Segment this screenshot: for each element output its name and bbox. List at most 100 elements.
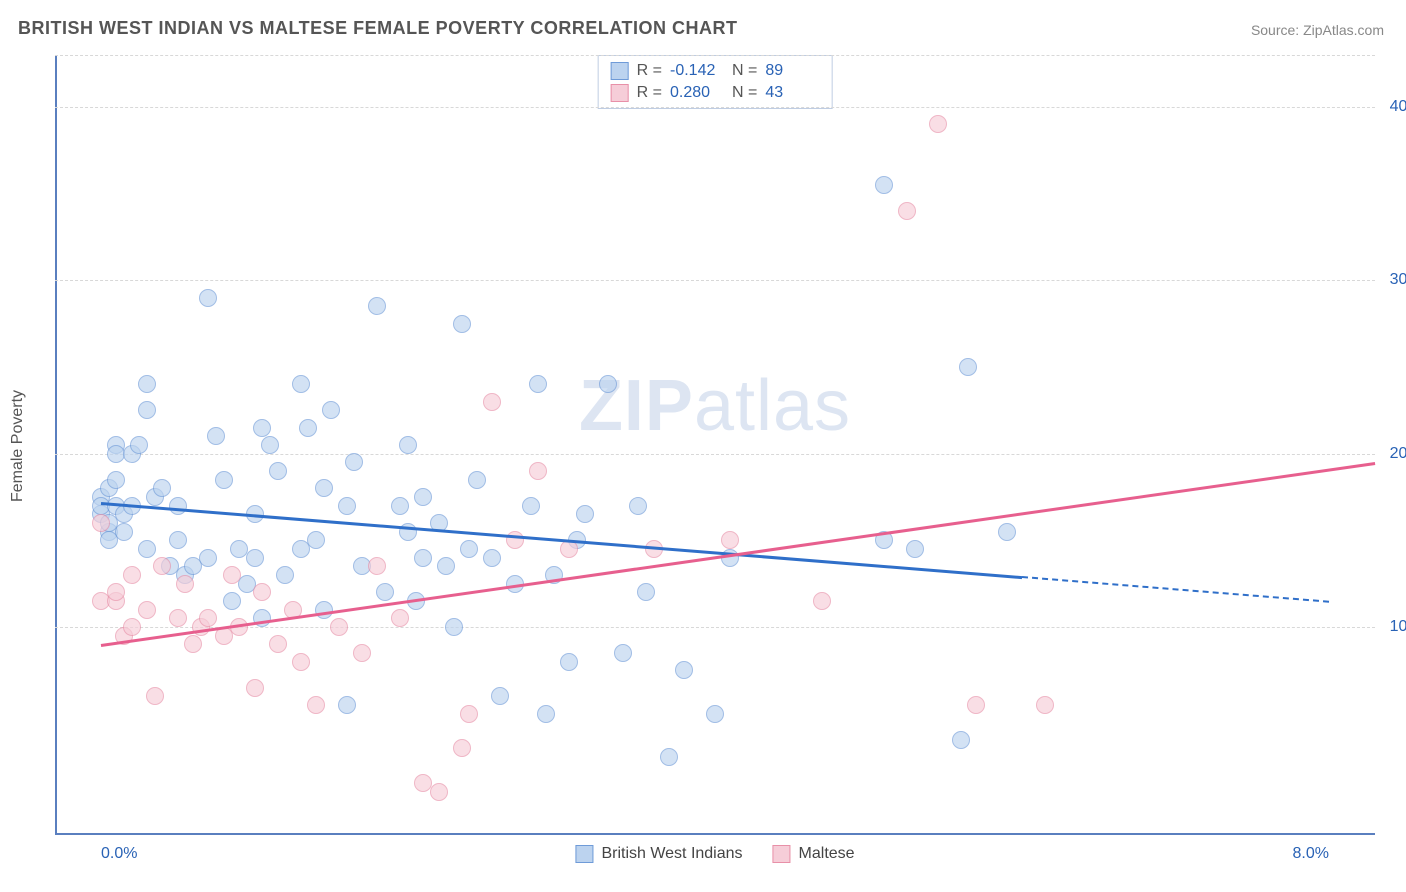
gridline-h-top	[55, 55, 1375, 56]
y-axis-label: Female Poverty	[9, 390, 27, 502]
scatter-point	[391, 497, 409, 515]
scatter-point	[453, 315, 471, 333]
scatter-point	[898, 202, 916, 220]
scatter-point	[138, 540, 156, 558]
gridline-h	[55, 280, 1375, 281]
scatter-point	[215, 471, 233, 489]
scatter-point	[176, 575, 194, 593]
stats-r-label-0: R =	[637, 62, 662, 80]
scatter-point	[706, 705, 724, 723]
scatter-point	[138, 375, 156, 393]
scatter-point	[929, 115, 947, 133]
scatter-point	[107, 471, 125, 489]
scatter-point	[430, 783, 448, 801]
scatter-point	[629, 497, 647, 515]
x-axis-line	[55, 833, 1375, 835]
scatter-point	[261, 436, 279, 454]
legend-swatch-1	[773, 845, 791, 863]
scatter-point	[721, 531, 739, 549]
scatter-point	[637, 583, 655, 601]
scatter-point	[414, 549, 432, 567]
y-tick-label: 30.0%	[1380, 271, 1406, 289]
scatter-point	[153, 479, 171, 497]
trend-line	[101, 462, 1375, 647]
scatter-point	[345, 453, 363, 471]
scatter-point	[269, 462, 287, 480]
scatter-point	[169, 531, 187, 549]
scatter-point	[138, 601, 156, 619]
gridline-h	[55, 454, 1375, 455]
trend-line-dash	[1022, 576, 1329, 603]
source-label: Source: ZipAtlas.com	[1251, 22, 1384, 38]
stats-row-0: R = -0.142 N = 89	[611, 60, 820, 82]
scatter-point	[123, 618, 141, 636]
scatter-point	[199, 549, 217, 567]
y-axis-line	[55, 55, 57, 835]
scatter-point	[130, 436, 148, 454]
scatter-point	[299, 419, 317, 437]
scatter-point	[353, 644, 371, 662]
x-tick-label: 0.0%	[101, 845, 137, 863]
scatter-point	[483, 393, 501, 411]
scatter-point	[453, 739, 471, 757]
scatter-point	[253, 583, 271, 601]
plot-area: ZIPatlas R = -0.142 N = 89 R = 0.280 N =…	[55, 55, 1375, 835]
scatter-point	[199, 289, 217, 307]
scatter-point	[529, 375, 547, 393]
scatter-point	[107, 583, 125, 601]
y-tick-label: 20.0%	[1380, 445, 1406, 463]
scatter-point	[199, 609, 217, 627]
scatter-point	[614, 644, 632, 662]
stats-swatch-0	[611, 62, 629, 80]
legend-label-1: Maltese	[799, 845, 855, 863]
scatter-point	[414, 488, 432, 506]
stats-box: R = -0.142 N = 89 R = 0.280 N = 43	[598, 55, 833, 109]
scatter-point	[330, 618, 348, 636]
scatter-point	[338, 696, 356, 714]
scatter-point	[1036, 696, 1054, 714]
scatter-point	[576, 505, 594, 523]
scatter-point	[223, 566, 241, 584]
scatter-point	[376, 583, 394, 601]
scatter-point	[813, 592, 831, 610]
scatter-point	[967, 696, 985, 714]
scatter-point	[153, 557, 171, 575]
stats-row-1: R = 0.280 N = 43	[611, 82, 820, 104]
scatter-point	[491, 687, 509, 705]
scatter-point	[207, 427, 225, 445]
scatter-point	[998, 523, 1016, 541]
scatter-point	[276, 566, 294, 584]
scatter-point	[675, 661, 693, 679]
scatter-point	[115, 523, 133, 541]
stats-n-value-1: 43	[765, 84, 819, 102]
scatter-point	[399, 436, 417, 454]
scatter-point	[437, 557, 455, 575]
stats-r-label-1: R =	[637, 84, 662, 102]
scatter-point	[468, 471, 486, 489]
watermark-atlas: atlas	[694, 366, 851, 446]
legend-item-0: British West Indians	[575, 845, 742, 863]
scatter-point	[460, 705, 478, 723]
stats-r-value-1: 0.280	[670, 84, 724, 102]
watermark-zip: ZIP	[579, 366, 694, 446]
legend-label-0: British West Indians	[601, 845, 742, 863]
gridline-h	[55, 627, 1375, 628]
scatter-point	[292, 653, 310, 671]
stats-n-value-0: 89	[765, 62, 819, 80]
y-tick-label: 40.0%	[1380, 98, 1406, 116]
stats-swatch-1	[611, 84, 629, 102]
scatter-point	[952, 731, 970, 749]
watermark: ZIPatlas	[579, 365, 851, 447]
scatter-point	[223, 592, 241, 610]
y-tick-label: 10.0%	[1380, 618, 1406, 636]
legend-swatch-0	[575, 845, 593, 863]
legend-item-1: Maltese	[773, 845, 855, 863]
scatter-point	[522, 497, 540, 515]
scatter-point	[92, 514, 110, 532]
scatter-point	[368, 557, 386, 575]
scatter-point	[315, 479, 333, 497]
scatter-point	[560, 653, 578, 671]
scatter-point	[169, 497, 187, 515]
scatter-point	[599, 375, 617, 393]
scatter-point	[368, 297, 386, 315]
